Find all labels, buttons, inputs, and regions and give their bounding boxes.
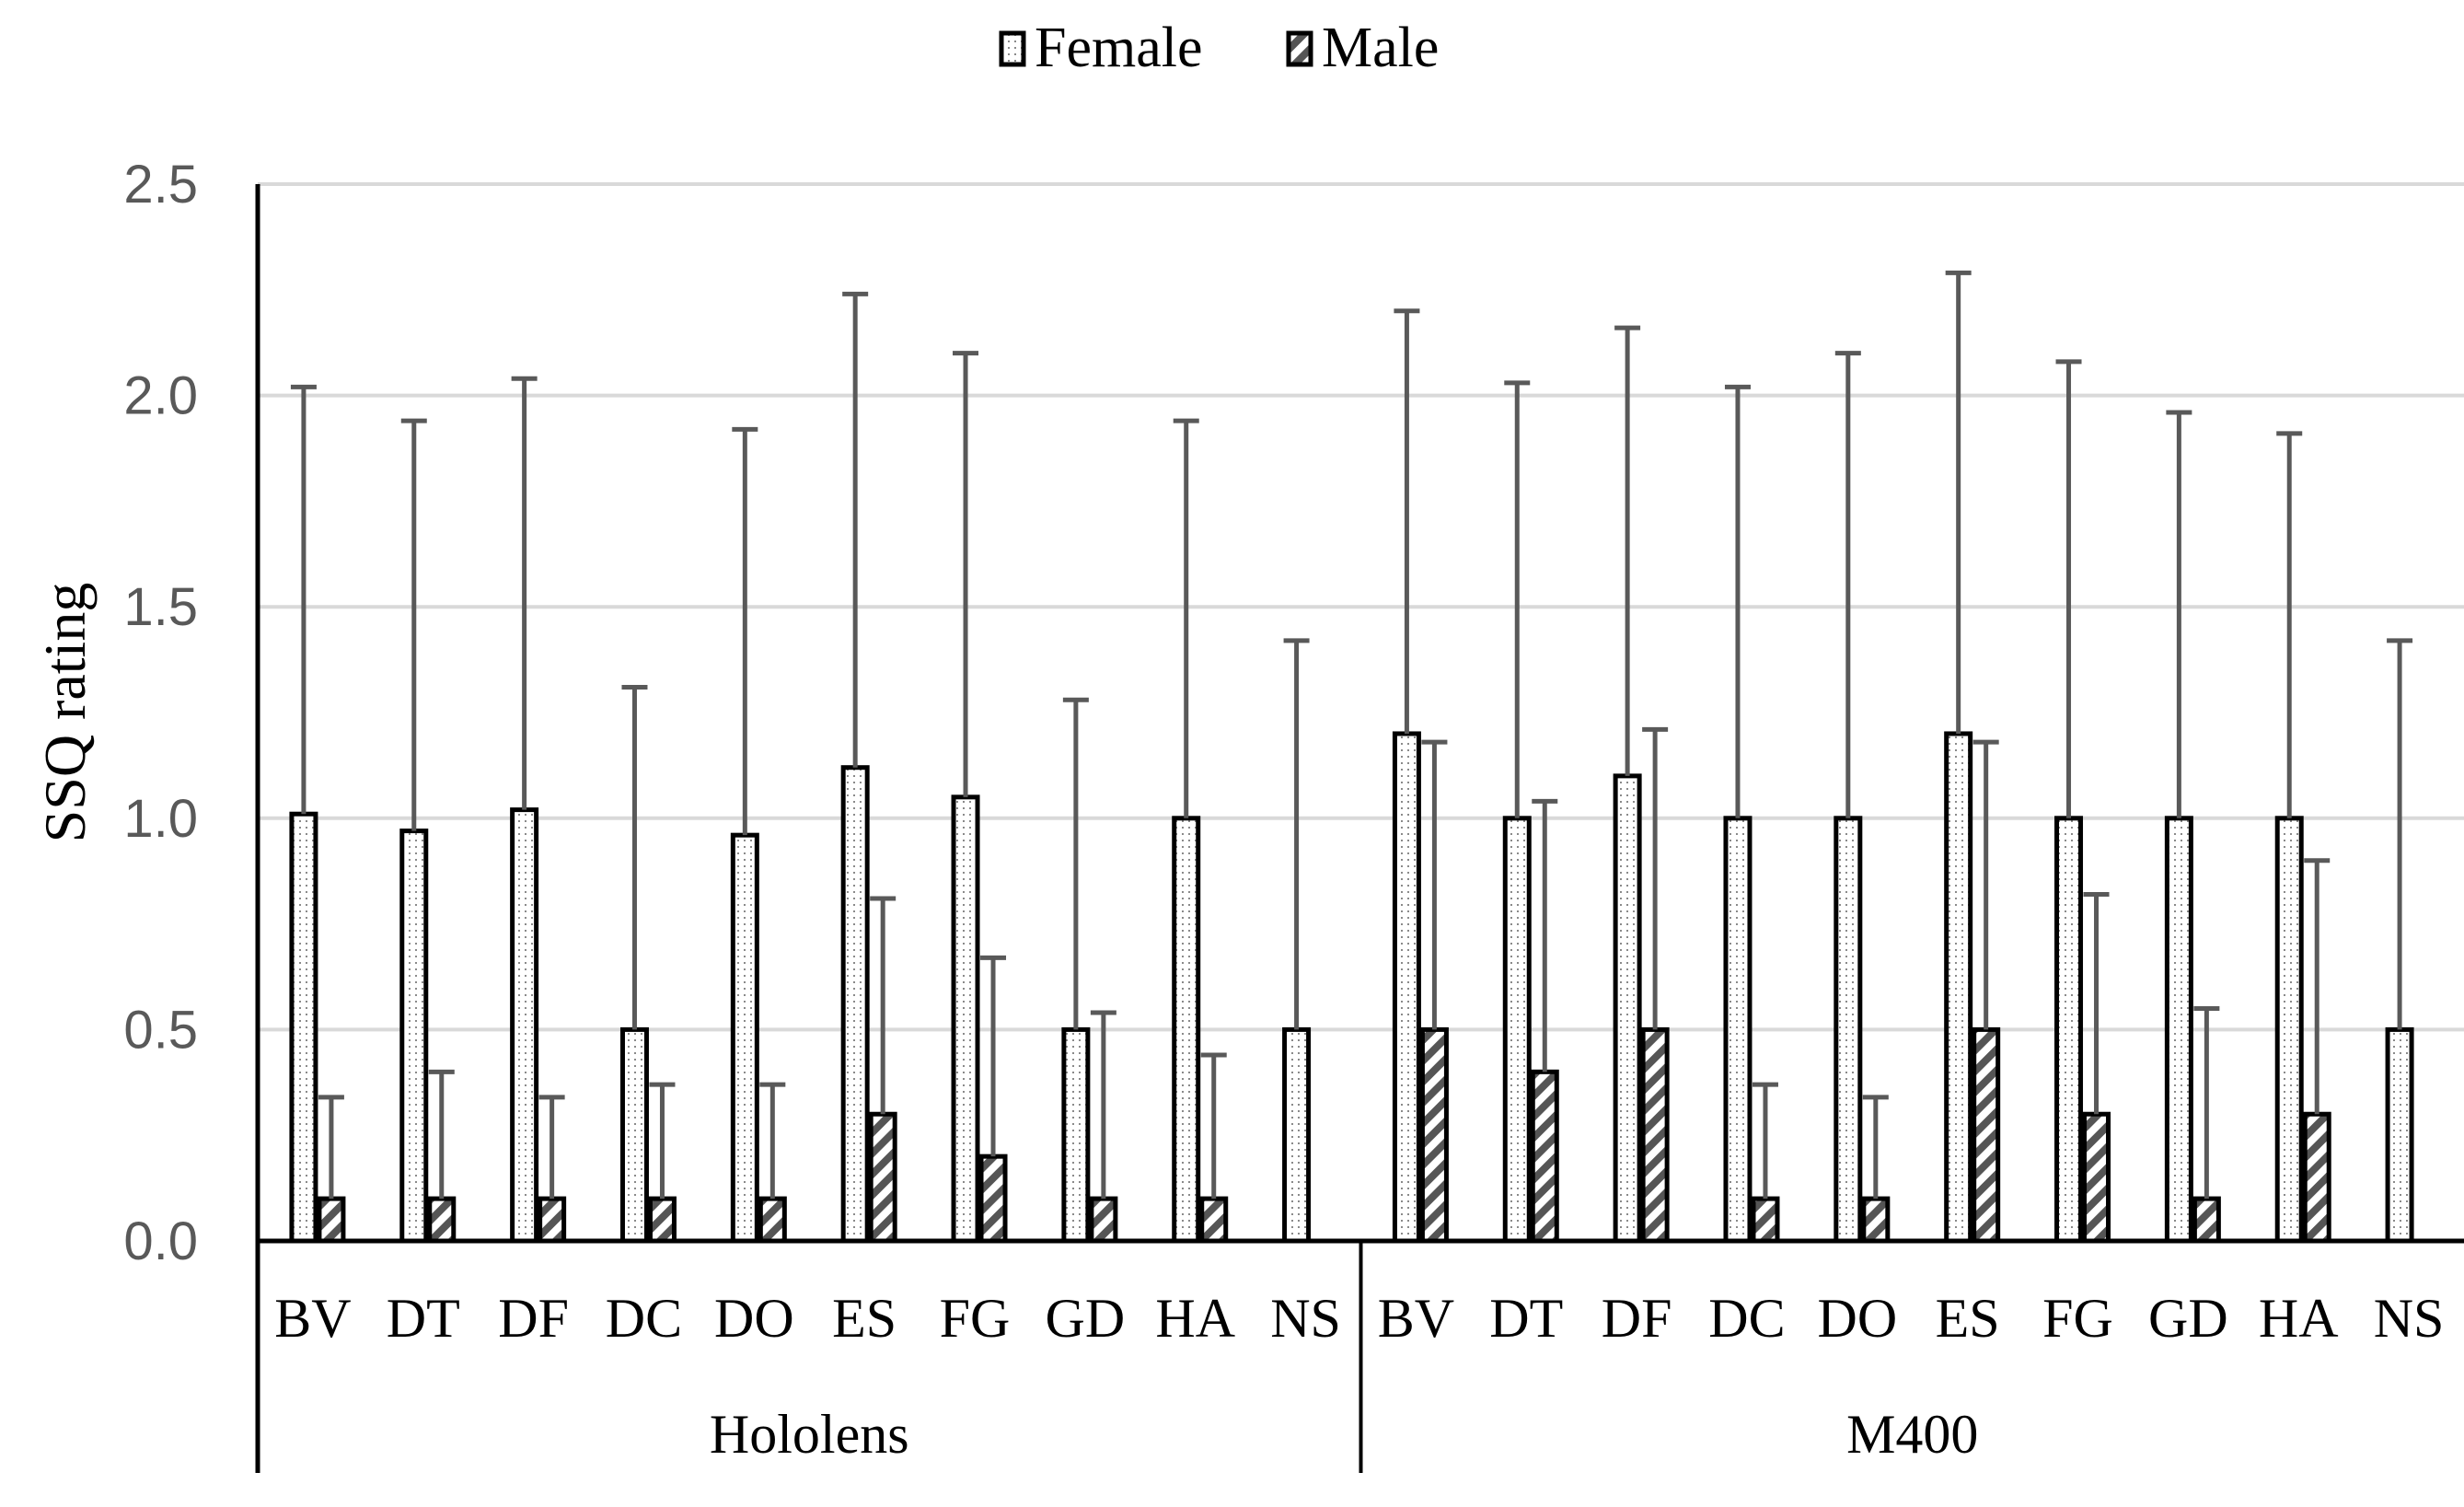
legend-label-female: Female	[1035, 17, 1203, 79]
bar-female	[951, 794, 980, 1244]
error-bars	[290, 270, 2413, 1200]
bar-male	[758, 1196, 787, 1244]
category-label: FG	[940, 1288, 1011, 1349]
bar-female	[510, 807, 539, 1244]
category-label: NS	[1270, 1288, 1341, 1349]
bar-female	[1061, 1026, 1091, 1244]
bar-female	[1723, 816, 1753, 1244]
bar-male	[1640, 1026, 1670, 1244]
legend-swatch-male	[1286, 30, 1313, 67]
bars	[289, 731, 2414, 1244]
bar-female	[399, 829, 429, 1244]
bar-male	[1861, 1196, 1891, 1244]
category-label: DF	[498, 1288, 569, 1349]
bar-female	[2385, 1026, 2414, 1244]
bar-male	[317, 1196, 346, 1244]
bar-male	[1419, 1026, 1449, 1244]
category-label: DT	[387, 1288, 460, 1349]
bar-male	[1530, 1069, 1559, 1244]
legend-swatch-female	[999, 30, 1026, 67]
category-label: GD	[2148, 1288, 2228, 1349]
category-label: HA	[2259, 1288, 2339, 1349]
y-tick-label: 1.5	[123, 577, 198, 637]
category-label: DO	[1817, 1288, 1897, 1349]
bar-female	[1613, 773, 1642, 1244]
bar-male	[868, 1111, 897, 1244]
labels: 0.0 0.5 1.0 1.5 2.0 2.5 SSQ rating BV DT DF DC DO ES…	[32, 155, 2444, 1465]
category-label: BV	[1378, 1288, 1454, 1349]
bar-male	[2192, 1196, 2221, 1244]
category-label: DF	[1602, 1288, 1672, 1349]
bar-male	[538, 1196, 567, 1244]
category-label: NS	[2374, 1288, 2445, 1349]
category-label: FG	[2042, 1288, 2113, 1349]
bar-male	[1972, 1026, 2001, 1244]
category-label: HA	[1155, 1288, 1235, 1349]
bar-male	[2082, 1111, 2111, 1244]
category-label: ES	[1936, 1288, 2000, 1349]
category-label: BV	[274, 1288, 351, 1349]
bar-male	[647, 1196, 677, 1244]
bar-female	[2274, 816, 2304, 1244]
legend: Female Male	[999, 17, 1439, 79]
category-label: DC	[606, 1288, 682, 1349]
bar-female	[840, 765, 870, 1244]
category-label: GD	[1046, 1288, 1126, 1349]
bar-female	[1944, 731, 1973, 1244]
y-tick-label: 2.0	[123, 366, 198, 426]
bar-female	[2164, 816, 2193, 1244]
category-label: DT	[1489, 1288, 1563, 1349]
category-label: DO	[714, 1288, 794, 1349]
bar-female	[1834, 816, 1863, 1244]
axes	[255, 184, 2464, 1473]
y-tick-label: 0.0	[123, 1211, 198, 1271]
bar-male	[1089, 1196, 1118, 1244]
bar-female	[619, 1026, 649, 1244]
bar-female	[289, 811, 318, 1244]
bar-male	[1751, 1196, 1780, 1244]
bar-female	[2054, 816, 2084, 1244]
y-tick-label: 2.5	[123, 155, 198, 214]
bar-female	[730, 832, 759, 1244]
legend-label-male: Male	[1322, 17, 1439, 79]
bar-female	[1502, 816, 1532, 1244]
bar-male	[427, 1196, 457, 1244]
bar-male	[1199, 1196, 1229, 1244]
category-label: DC	[1708, 1288, 1785, 1349]
category-label: ES	[832, 1288, 897, 1349]
bar-male	[978, 1153, 1008, 1244]
group-label: M400	[1846, 1404, 1978, 1465]
gridlines	[258, 182, 2464, 1032]
group-label: Hololens	[710, 1404, 909, 1465]
y-axis-title: SSQ rating	[32, 583, 98, 843]
bar-female	[1282, 1026, 1312, 1244]
y-tick-label: 0.5	[123, 1000, 198, 1060]
bar-female	[1392, 731, 1421, 1244]
bar-female	[1172, 816, 1201, 1244]
bar-male	[2302, 1111, 2331, 1244]
y-tick-label: 1.0	[123, 789, 198, 849]
